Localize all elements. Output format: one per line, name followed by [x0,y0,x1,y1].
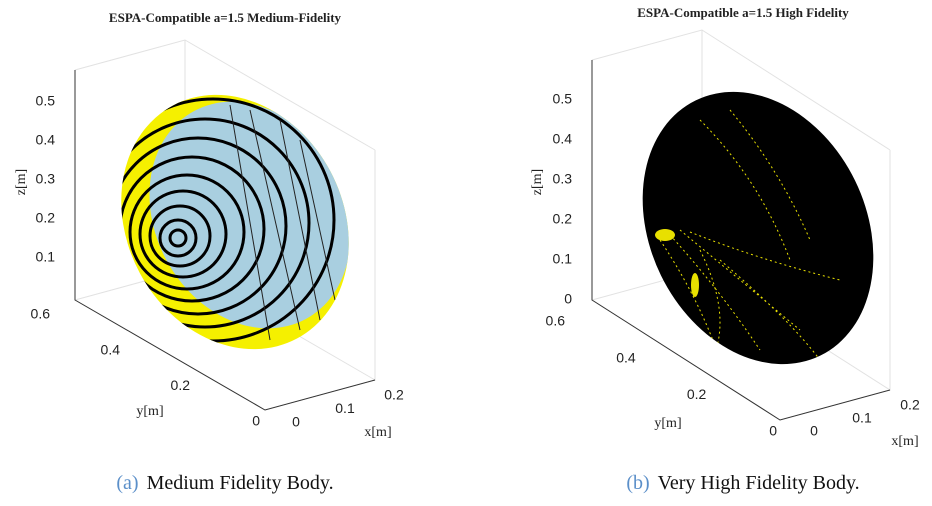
mesh-body [90,94,351,350]
caption-text: Medium Fidelity Body. [147,472,334,494]
z-tick-label: 0.1 [553,251,573,267]
plot-title: ESPA-Compatible a=1.5 High Fidelity [637,5,849,20]
y-tick-label: 0.6 [546,313,566,329]
z-tick-label: 0.3 [36,171,56,187]
z-axis-label: z[m] [14,169,29,195]
y-tick-label: 0.4 [616,349,636,365]
x-tick-label: 0.1 [852,410,872,426]
x-axis-label: x[m] [364,425,391,440]
plot-box [591,29,891,421]
plot-box [74,39,376,411]
caption: (b) Very High Fidelity Body. [626,472,859,494]
x-tick-label: 0.2 [900,397,920,413]
z-tick-label: 0.3 [553,171,573,187]
mesh-body [642,91,874,381]
z-tick-label: 0.5 [36,93,56,109]
x-tick-label: 0 [292,414,300,430]
caption-label: (a) [116,472,138,494]
y-axis-label: y[m] [136,404,163,419]
y-tick-label: 0 [769,423,777,439]
caption-label: (b) [626,472,649,494]
z-tick-label: 0.2 [36,210,56,226]
plot-title: ESPA-Compatible a=1.5 Medium-Fidelity [109,10,342,25]
x-tick-label: 0.1 [335,400,355,416]
y-tick-label: 0.4 [101,341,121,357]
z-tick-label: 0.2 [553,211,573,227]
y-tick-label: 0 [252,413,260,429]
x-axis-label: x[m] [891,434,918,449]
y-tick-label: 0.2 [171,377,191,393]
x-tick-label: 0 [810,423,818,439]
y-axis-label: y[m] [654,416,681,431]
z-tick-label: 0.5 [553,91,573,107]
caption: (a) Medium Fidelity Body. [116,472,333,494]
z-tick-label: 0 [564,291,572,307]
x-tick-label: 0.2 [384,387,404,403]
z-axis-label: z[m] [530,169,545,195]
z-tick-label: 0.4 [553,131,573,147]
z-tick-label: 0.1 [36,249,56,265]
z-tick-label: 0.4 [36,132,56,148]
caption-text: Very High Fidelity Body. [658,472,860,494]
y-tick-label: 0.2 [687,386,707,402]
y-tick-label: 0.6 [31,306,51,322]
